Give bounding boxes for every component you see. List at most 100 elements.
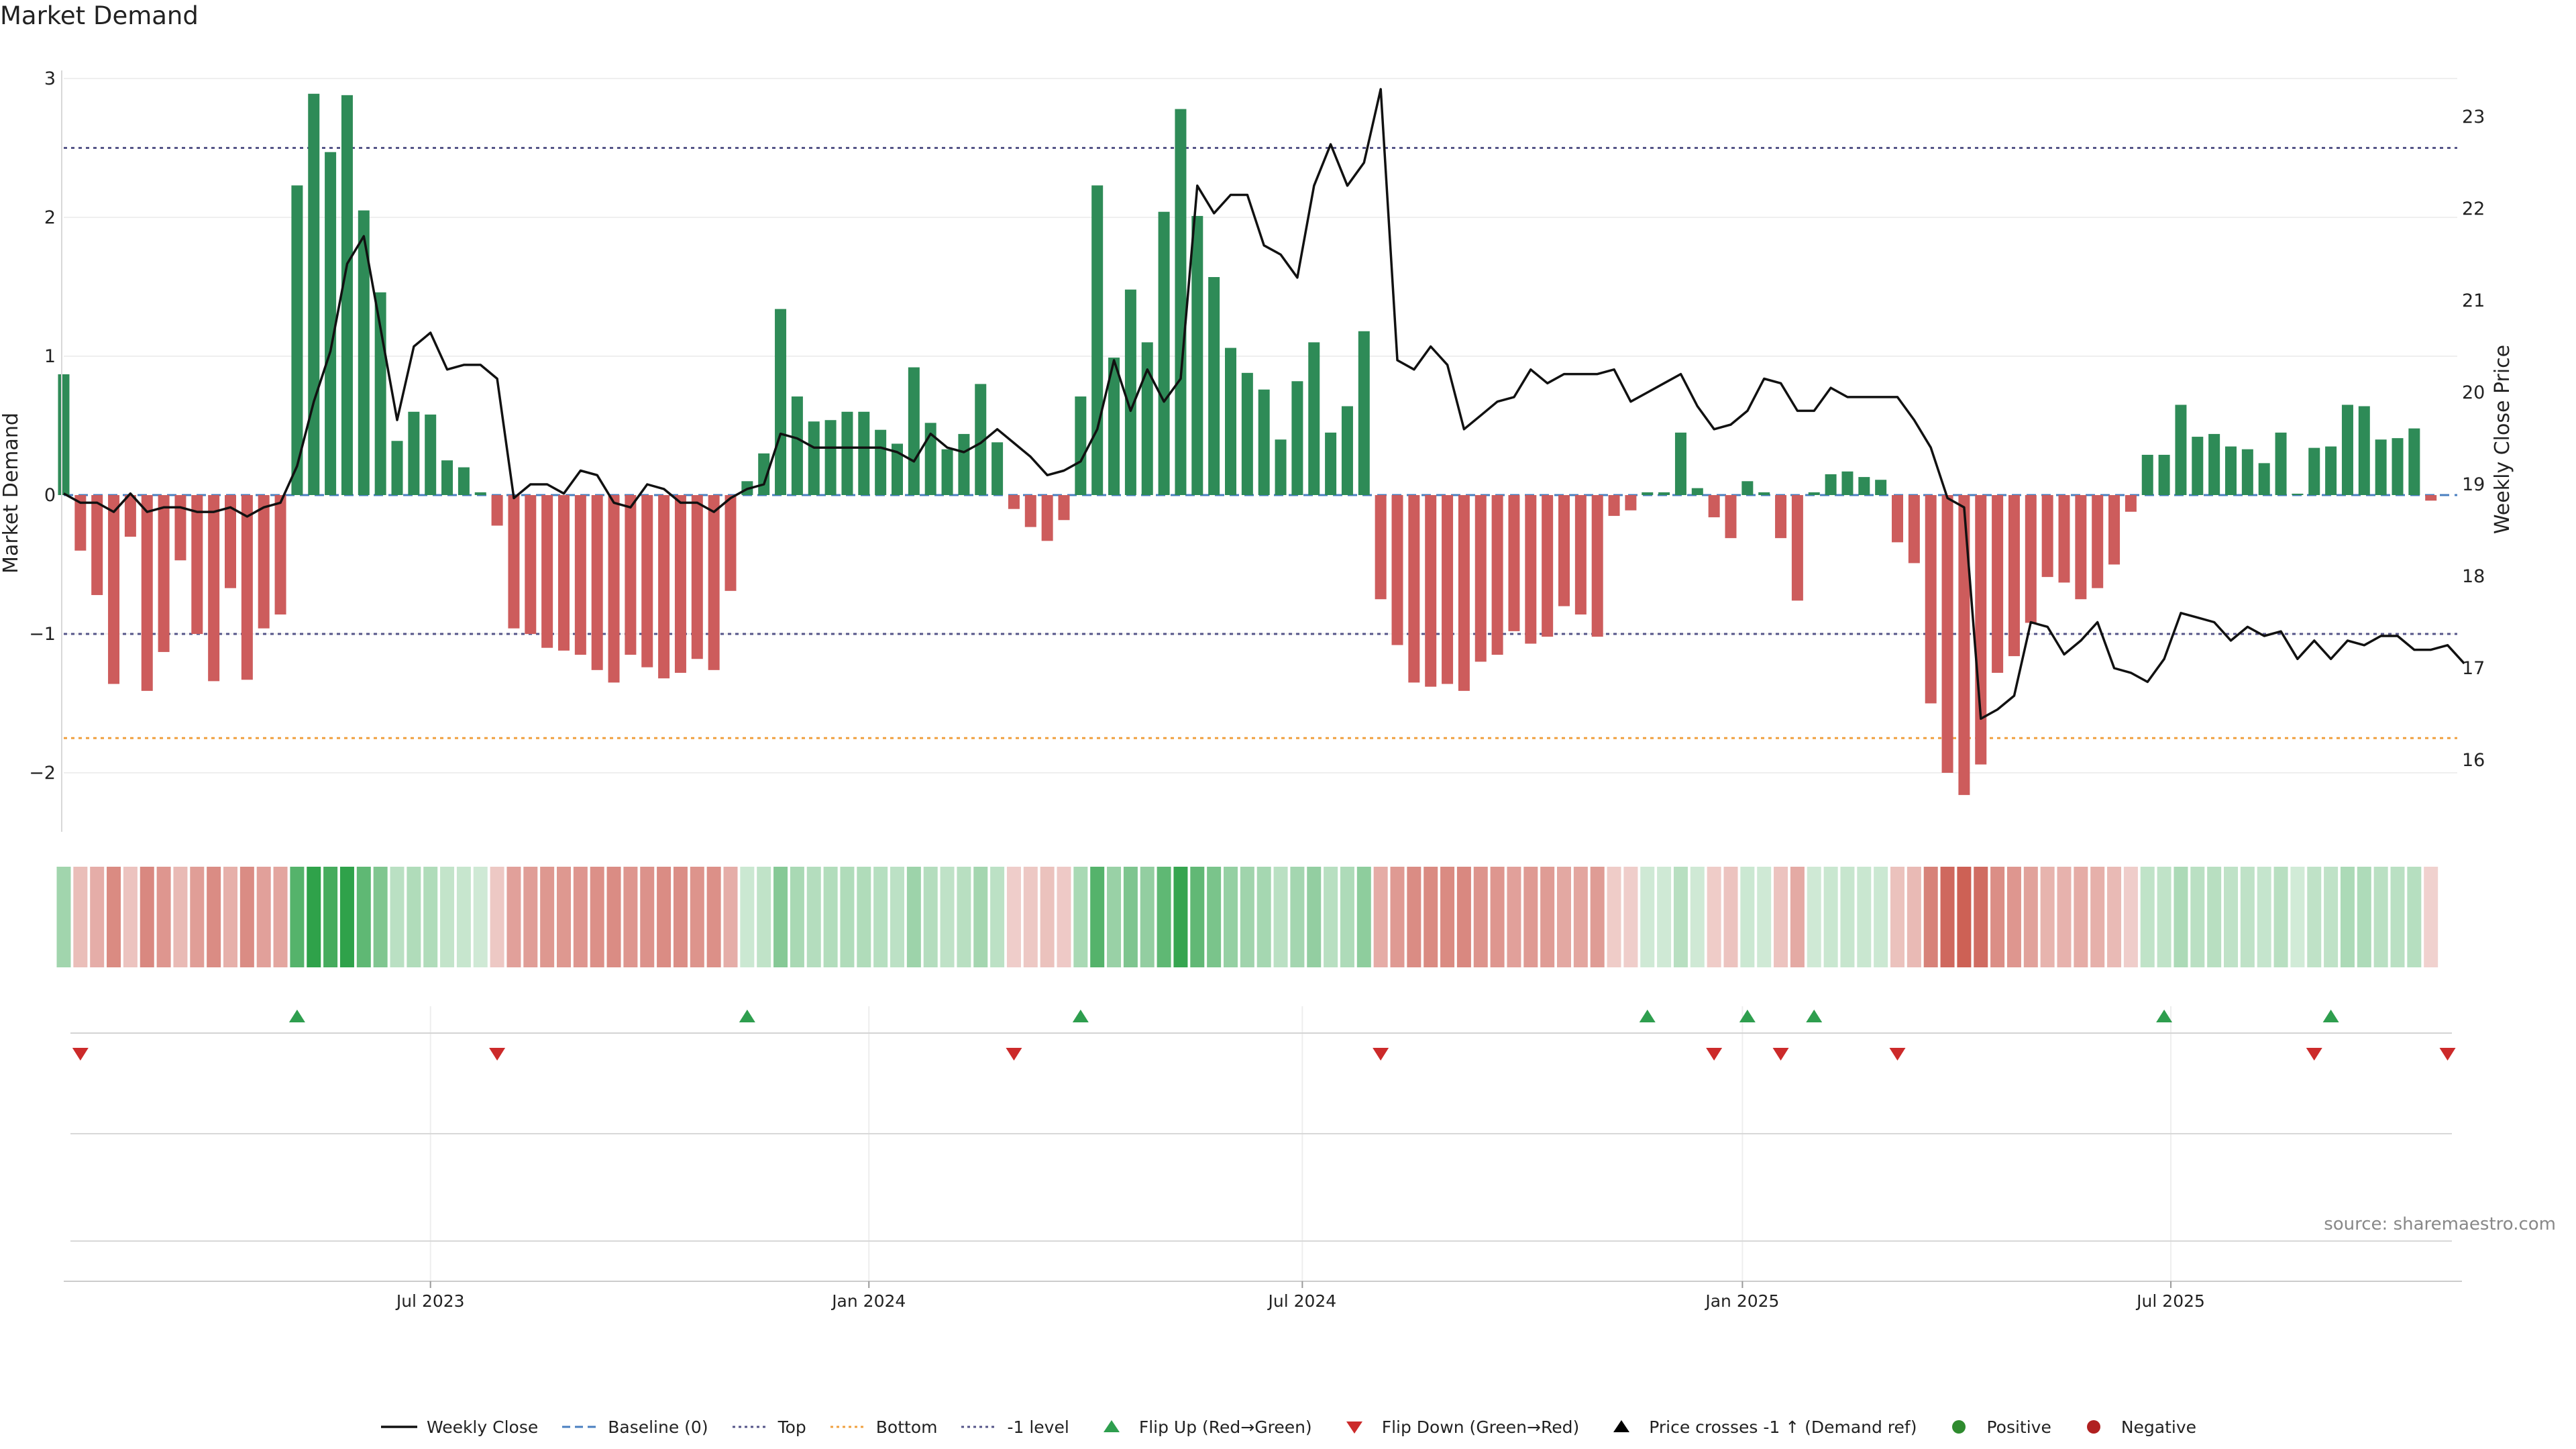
- heat-cell-43: [773, 867, 788, 967]
- heat-cell-58: [1023, 867, 1038, 967]
- heat-cell-12: [256, 867, 271, 967]
- flip-down-marker-8: [2439, 1048, 2456, 1061]
- heat-cell-67: [1173, 867, 1188, 967]
- demand-bar-122: [2092, 495, 2104, 588]
- heat-cell-103: [1774, 867, 1788, 967]
- flip-down-marker-5: [1772, 1048, 1789, 1061]
- heat-cell-56: [990, 867, 1005, 967]
- legend-item-8: Positive: [1939, 1417, 2051, 1437]
- heat-cell-136: [2324, 867, 2339, 967]
- demand-bar-8: [191, 495, 203, 634]
- heat-cell-109: [1874, 867, 1888, 967]
- demand-bar-18: [358, 210, 370, 495]
- demand-bar-84: [1458, 495, 1470, 691]
- demand-bar-110: [1892, 495, 1903, 543]
- legend-symbol-dot: [1952, 1420, 1966, 1434]
- heat-cell-66: [1157, 867, 1171, 967]
- demand-bar-66: [1158, 211, 1170, 495]
- demand-bar-83: [1442, 495, 1454, 684]
- demand-bar-31: [574, 495, 586, 655]
- demand-bar-7: [174, 495, 186, 561]
- demand-bar-26: [491, 495, 503, 526]
- legend-label-4: -1 level: [1007, 1417, 1069, 1437]
- heat-cell-131: [2240, 867, 2255, 967]
- heat-cell-124: [2123, 867, 2138, 967]
- demand-bar-126: [2158, 454, 2170, 495]
- heat-cell-2: [90, 867, 105, 967]
- demand-bar-136: [2325, 446, 2337, 495]
- heat-cell-78: [1356, 867, 1371, 967]
- flip-down-marker-1: [489, 1048, 506, 1061]
- demand-bar-51: [908, 367, 920, 495]
- legend-symbol-line: [380, 1426, 417, 1428]
- heat-cell-4: [123, 867, 138, 967]
- y-axis-label-left: Market Demand: [0, 413, 23, 574]
- demand-bar-70: [1225, 347, 1236, 495]
- legend-item-3: Bottom: [829, 1417, 937, 1437]
- legend: Weekly Close Baseline (0) Top Bottom -1 leve…: [0, 1417, 2576, 1437]
- demand-bar-105: [1808, 492, 1820, 495]
- demand-bar-127: [2175, 405, 2187, 495]
- flip-up-marker-5: [1806, 1010, 1823, 1022]
- demand-bar-57: [1008, 495, 1020, 509]
- demand-bar-93: [1608, 495, 1620, 517]
- demand-bar-86: [1491, 495, 1503, 655]
- demand-bar-104: [1791, 495, 1803, 601]
- demand-bar-128: [2192, 437, 2204, 495]
- demand-bar-60: [1058, 495, 1070, 521]
- demand-bar-27: [508, 495, 520, 629]
- heat-cell-137: [2340, 867, 2355, 967]
- legend-symbol-dotted: [830, 1426, 867, 1428]
- legend-label-8: Positive: [1986, 1417, 2051, 1437]
- heat-cell-115: [1974, 867, 1988, 967]
- heat-cell-123: [2107, 867, 2122, 967]
- heat-cell-14: [290, 867, 305, 967]
- y-tick-left-3: 0: [44, 485, 56, 506]
- heat-cell-30: [557, 867, 571, 967]
- heat-cell-45: [806, 867, 821, 967]
- legend-label-0: Weekly Close: [426, 1417, 539, 1437]
- heat-cell-47: [840, 867, 855, 967]
- demand-bar-91: [1574, 495, 1587, 615]
- demand-bar-72: [1258, 389, 1270, 495]
- heat-cell-28: [523, 867, 538, 967]
- demand-bar-85: [1474, 495, 1487, 662]
- x-tick-label-4: Jul 2025: [2135, 1291, 2205, 1311]
- y-tick-left-2: 1: [44, 346, 56, 367]
- demand-bar-3: [108, 495, 120, 684]
- demand-bar-62: [1091, 185, 1104, 495]
- heat-cell-129: [2207, 867, 2222, 967]
- demand-bar-131: [2241, 449, 2253, 495]
- demand-bar-21: [408, 411, 420, 495]
- demand-bar-121: [2075, 495, 2087, 600]
- demand-bar-102: [1758, 492, 1770, 495]
- demand-bar-101: [1741, 481, 1754, 495]
- x-tick-label-0: Jul 2023: [395, 1291, 465, 1311]
- heat-cell-33: [606, 867, 621, 967]
- y-tick-right-1: 22: [2462, 199, 2485, 219]
- heat-cell-57: [1006, 867, 1021, 967]
- demand-bar-59: [1041, 495, 1053, 541]
- heat-cell-54: [957, 867, 971, 967]
- heat-cell-72: [1256, 867, 1271, 967]
- demand-bar-107: [1841, 471, 1854, 495]
- heat-cell-95: [1640, 867, 1655, 967]
- heat-cell-37: [673, 867, 688, 967]
- demand-bar-140: [2392, 438, 2404, 495]
- heat-cell-22: [423, 867, 438, 967]
- y-tick-right-5: 18: [2462, 566, 2485, 587]
- heat-cell-106: [1823, 867, 1838, 967]
- demand-bar-137: [2341, 405, 2353, 495]
- heat-cell-105: [1807, 867, 1821, 967]
- demand-bar-64: [1124, 289, 1136, 495]
- demand-bar-68: [1191, 215, 1203, 495]
- demand-bar-108: [1858, 477, 1870, 495]
- heat-cell-135: [2307, 867, 2322, 967]
- demand-bar-74: [1291, 381, 1303, 495]
- demand-bar-142: [2425, 495, 2437, 501]
- heat-cell-140: [2390, 867, 2405, 967]
- heat-cell-35: [640, 867, 655, 967]
- y-axis-label-right: Weekly Close Price: [2491, 345, 2514, 534]
- demand-bar-129: [2208, 433, 2220, 495]
- heat-cell-126: [2157, 867, 2171, 967]
